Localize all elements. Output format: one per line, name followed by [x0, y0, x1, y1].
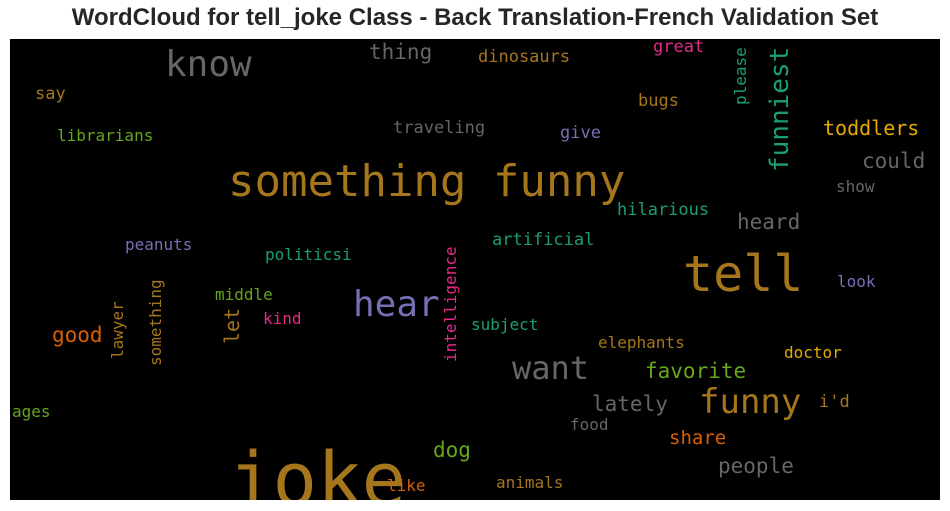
word-thing: thing: [369, 40, 433, 64]
wordcloud-canvas: joke something funny tell know hear want funny…: [10, 39, 940, 500]
word-heard: heard: [737, 210, 801, 234]
word-bugs: bugs: [638, 91, 679, 111]
word-share: share: [669, 427, 727, 449]
word-politicsi: politicsi: [265, 245, 352, 264]
word-subject: subject: [471, 315, 539, 334]
word-animals: animals: [496, 473, 564, 492]
word-ages: ages: [12, 402, 51, 421]
word-joke: joke: [228, 437, 407, 500]
word-could: could: [862, 149, 926, 173]
word-middle: middle: [215, 285, 273, 304]
word-lawyer: lawyer: [108, 301, 127, 359]
word-funny: funny: [699, 382, 802, 422]
word-say: say: [35, 84, 66, 104]
word-give: give: [560, 123, 601, 143]
word-funniest: funniest: [765, 46, 795, 172]
word-like: like: [387, 476, 426, 495]
word-tell: tell: [683, 245, 804, 303]
word-hilarious: hilarious: [617, 200, 710, 220]
word-toddlers: toddlers: [823, 116, 920, 140]
word-doctor: doctor: [784, 343, 842, 362]
word-let: let: [220, 307, 244, 344]
word-look: look: [837, 272, 876, 291]
word-people: people: [718, 454, 794, 478]
word-artificial: artificial: [492, 230, 595, 250]
word-lately: lately: [592, 392, 668, 416]
word-intelligence: intelligence: [441, 246, 460, 362]
word-please: please: [731, 47, 750, 105]
word-hear: hear: [353, 284, 440, 325]
word-dinosaurs: dinosaurs: [478, 47, 571, 67]
word-food: food: [570, 415, 609, 434]
chart-title: WordCloud for tell_joke Class - Back Tra…: [71, 4, 879, 31]
word-favorite: favorite: [645, 359, 747, 383]
word-know: know: [165, 44, 252, 85]
word-elephants: elephants: [598, 333, 685, 352]
word-traveling: traveling: [393, 118, 486, 138]
word-peanuts: peanuts: [125, 235, 193, 254]
word-show: show: [836, 177, 875, 196]
word-dog: dog: [433, 438, 471, 462]
word-i-d: i'd: [819, 392, 850, 412]
word-great: great: [653, 39, 705, 57]
word-librarians: librarians: [57, 126, 154, 145]
word-kind: kind: [263, 309, 302, 328]
word-want: want: [512, 349, 590, 387]
word-something: something: [146, 279, 165, 366]
word-something-funny: something funny: [228, 156, 626, 207]
word-good: good: [52, 323, 103, 347]
